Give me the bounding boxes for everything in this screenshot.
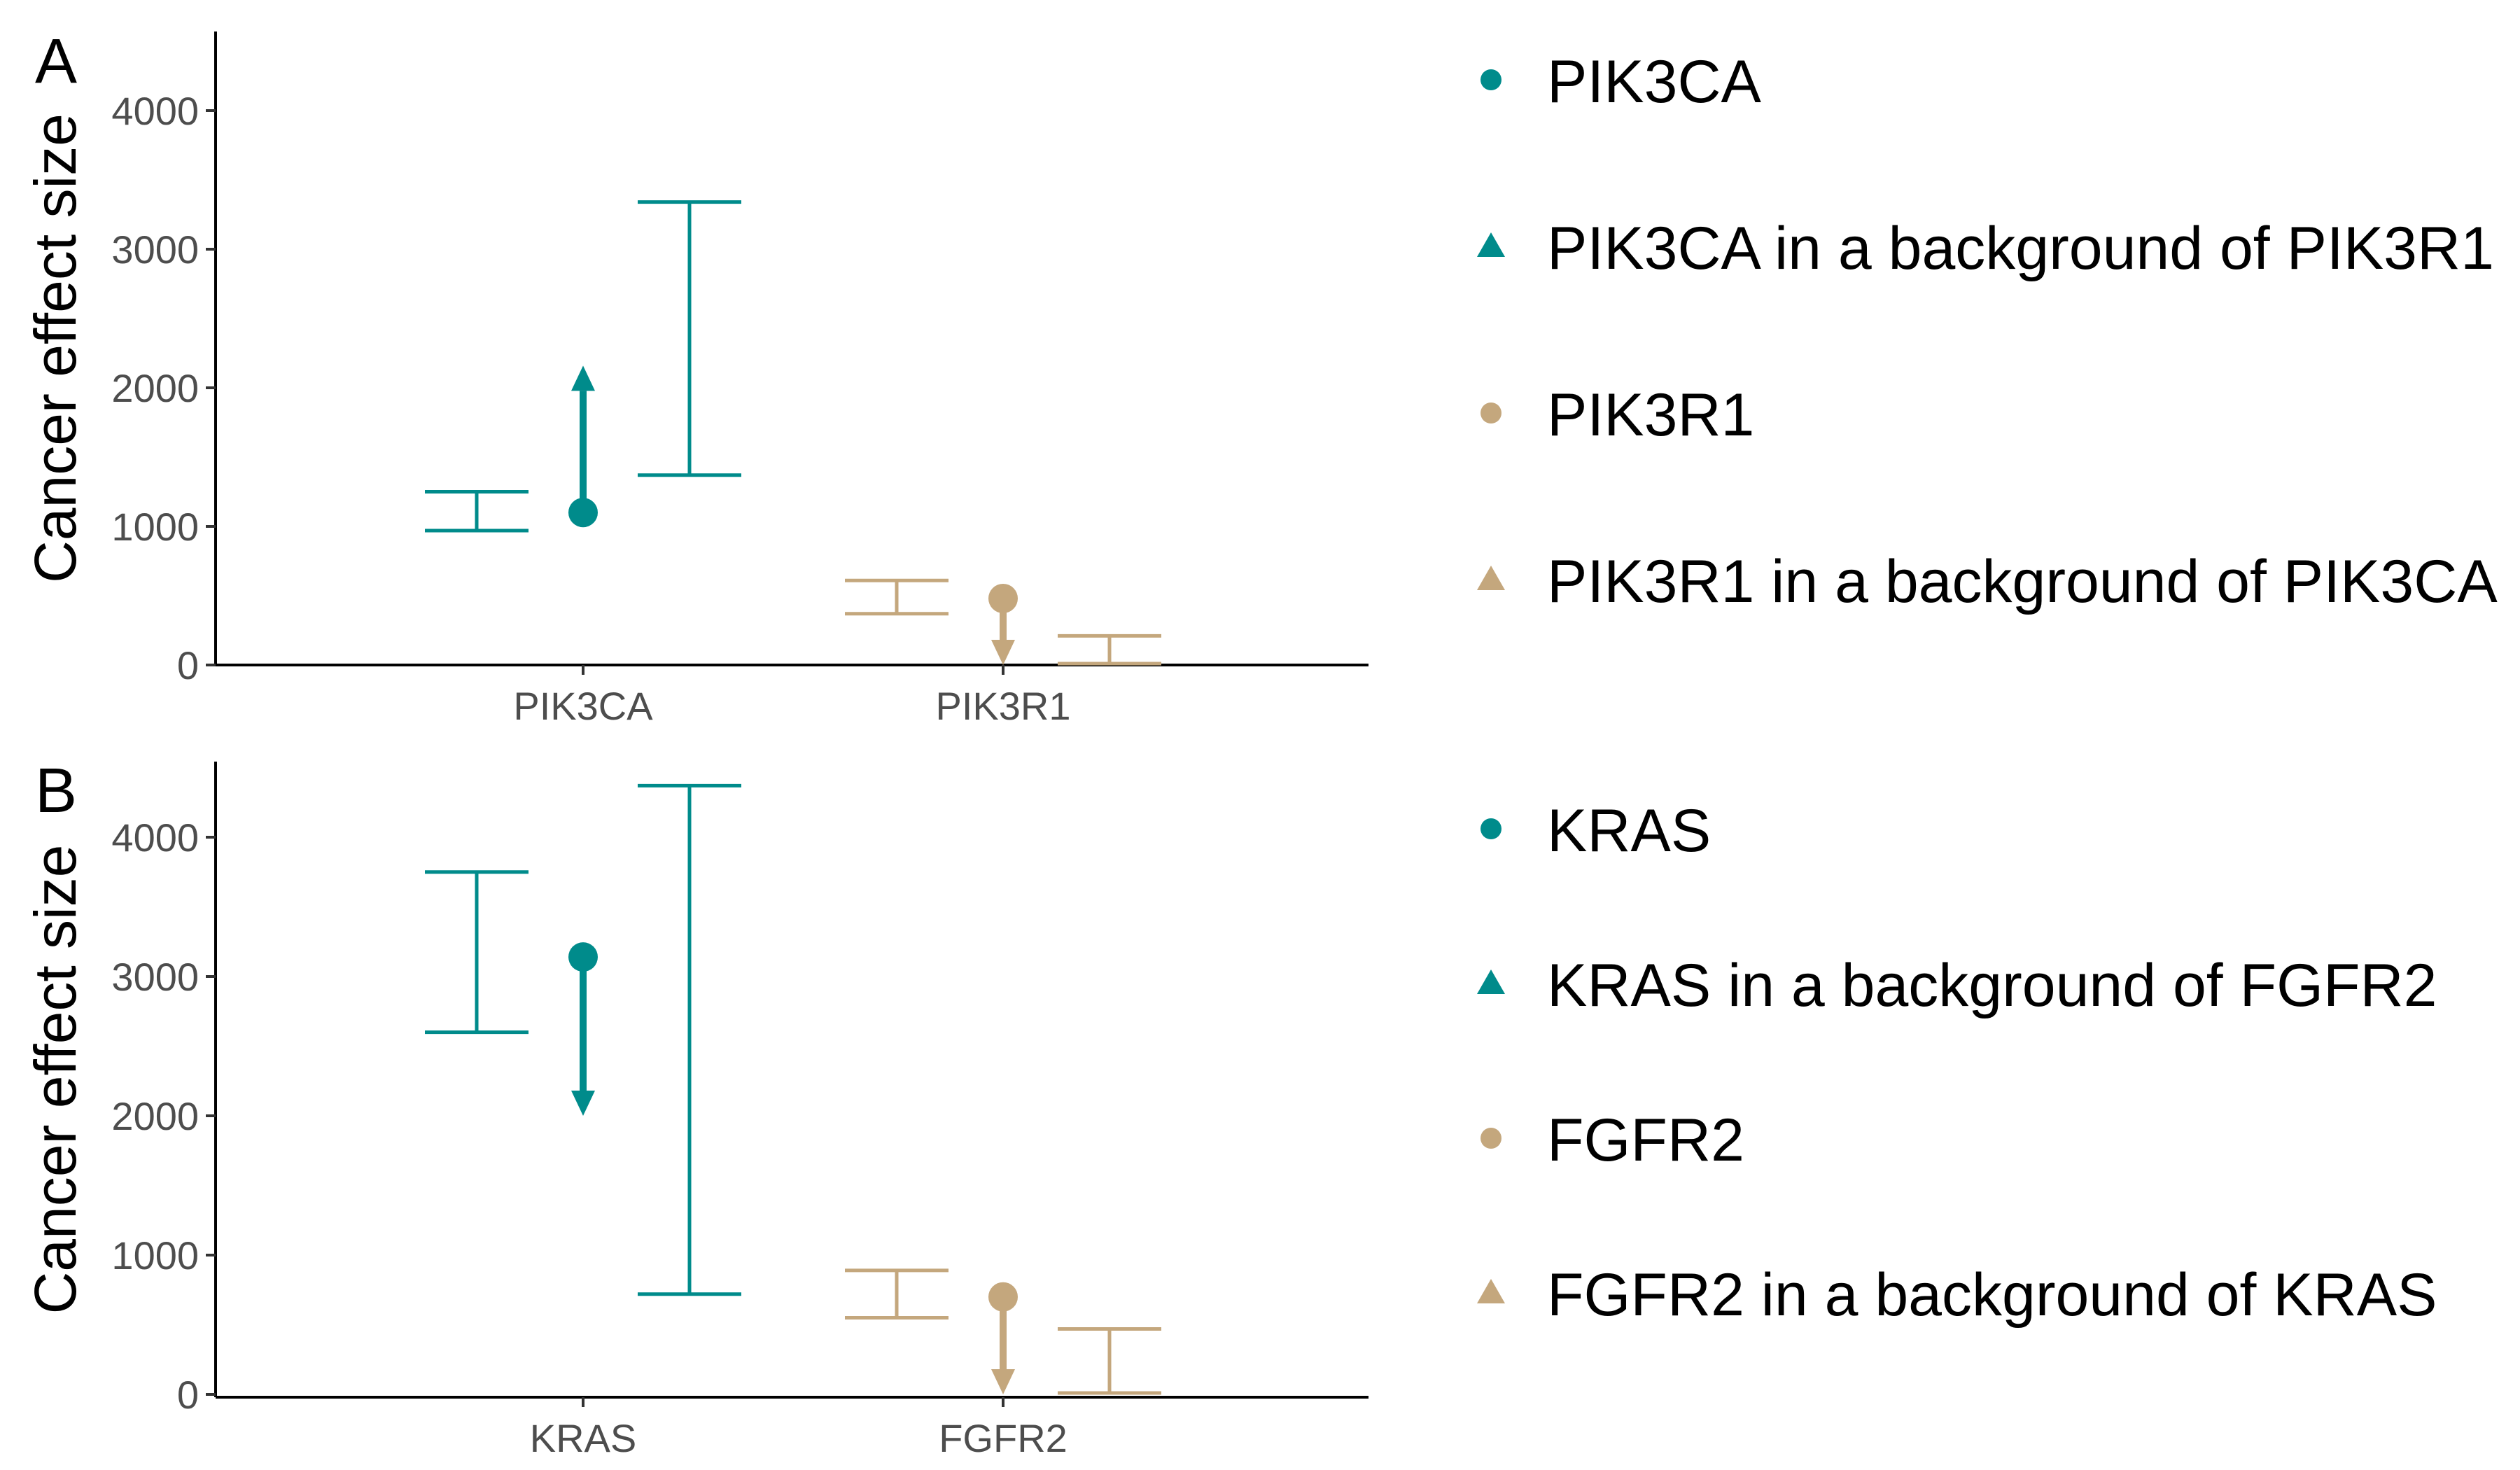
- legend: PIK3CA PIK3CA in a background of PIK3R1 PI…: [1477, 48, 2498, 615]
- legend-circle-icon: [1480, 1128, 1502, 1149]
- legend-triangle-icon: [1477, 1279, 1505, 1303]
- arrow-head: [991, 1369, 1015, 1394]
- y-tick-label: 1000: [111, 505, 199, 549]
- legend-circle-icon: [1480, 818, 1502, 839]
- x-tick-label: PIK3R1: [936, 684, 1071, 728]
- y-tick-label: 0: [177, 643, 199, 687]
- interval-bar: [845, 578, 948, 616]
- legend-label: PIK3R1: [1547, 382, 1754, 449]
- legend-item: PIK3R1: [1480, 382, 1754, 449]
- effect-arrow: [988, 1282, 1018, 1394]
- legend-label: PIK3CA: [1547, 48, 1762, 115]
- point-estimate: [568, 942, 598, 972]
- y-tick-label: 1000: [111, 1233, 199, 1278]
- y-tick-label: 0: [177, 1373, 199, 1417]
- x-tick-label: PIK3CA: [513, 684, 653, 728]
- legend-triangle-icon: [1477, 232, 1505, 257]
- legend-label: PIK3CA in a background of PIK3R1: [1547, 215, 2494, 282]
- effect-arrow: [568, 365, 598, 528]
- interval-bar: [425, 870, 528, 1035]
- effect-arrow: [568, 942, 598, 1116]
- legend-item: FGFR2 in a background of KRAS: [1477, 1261, 2437, 1329]
- panel-b: 0 1000 2000 3000 4000 KRAS FGFR2 Cancer effect …: [22, 756, 2437, 1460]
- arrow-head: [571, 1091, 595, 1116]
- legend-circle-icon: [1480, 69, 1502, 90]
- legend-circle-icon: [1480, 402, 1502, 424]
- y-axis-title: Cancer effect size: [22, 113, 88, 583]
- effect-arrow: [988, 583, 1018, 665]
- y-tick-label: 3000: [111, 227, 199, 272]
- legend-item: PIK3CA in a background of PIK3R1: [1477, 215, 2494, 282]
- legend-label: FGFR2: [1547, 1107, 1744, 1174]
- y-tick-label: 4000: [111, 89, 199, 133]
- interval-bar: [1058, 634, 1161, 666]
- legend-item: PIK3R1 in a background of PIK3CA: [1477, 548, 2498, 615]
- legend-triangle-icon: [1477, 566, 1505, 590]
- panel-a: 0 1000 2000 3000 4000 PIK3CA PIK3R1 Cancer effe…: [22, 27, 2498, 728]
- y-tick-label: 3000: [111, 955, 199, 999]
- legend-triangle-icon: [1477, 969, 1505, 994]
- point-estimate: [568, 498, 598, 528]
- interval-bar: [1058, 1326, 1161, 1395]
- legend-label: KRAS: [1547, 797, 1711, 864]
- arrow-head: [571, 365, 595, 391]
- y-tick-label: 2000: [111, 366, 199, 410]
- interval-bar: [638, 200, 741, 477]
- panel-letter: B: [35, 756, 77, 826]
- interval-bar: [638, 783, 741, 1296]
- y-axis-title: Cancer effect size: [22, 845, 88, 1315]
- legend-item: KRAS in a background of FGFR2: [1477, 952, 2437, 1019]
- y-tick-label: 2000: [111, 1094, 199, 1138]
- legend-label: FGFR2 in a background of KRAS: [1547, 1261, 2437, 1329]
- interval-bar: [845, 1268, 948, 1320]
- x-tick-label: KRAS: [530, 1416, 637, 1460]
- interval-bar: [425, 490, 528, 533]
- panel-letter: A: [35, 27, 77, 97]
- legend-item: KRAS: [1480, 797, 1711, 864]
- legend-label: KRAS in a background of FGFR2: [1547, 952, 2437, 1019]
- legend: KRAS KRAS in a background of FGFR2 FGFR2 FG…: [1477, 797, 2437, 1329]
- point-estimate: [988, 583, 1018, 613]
- legend-item: FGFR2: [1480, 1107, 1744, 1174]
- legend-item: PIK3CA: [1480, 48, 1762, 115]
- arrow-head: [991, 640, 1015, 665]
- y-tick-label: 4000: [111, 816, 199, 860]
- legend-label: PIK3R1 in a background of PIK3CA: [1547, 548, 2498, 615]
- point-estimate: [988, 1282, 1018, 1312]
- x-tick-label: FGFR2: [939, 1416, 1068, 1460]
